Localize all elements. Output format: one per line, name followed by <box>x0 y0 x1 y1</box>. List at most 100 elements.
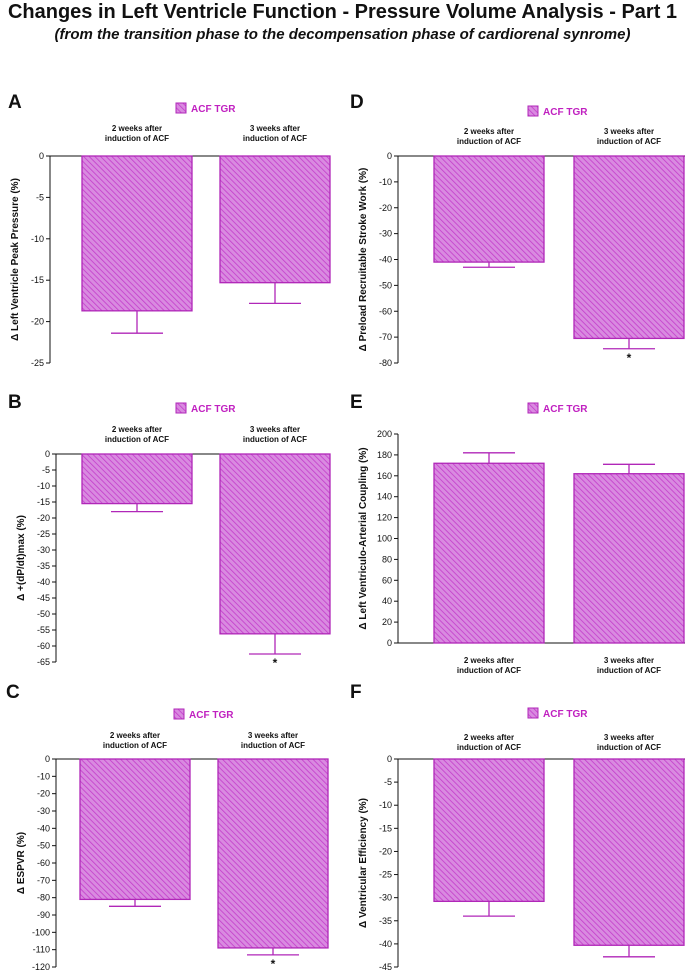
y-tick-label: -10 <box>379 177 392 187</box>
legend-swatch <box>175 102 187 114</box>
y-tick-label: 120 <box>377 513 392 523</box>
y-tick-label: 40 <box>382 596 392 606</box>
y-tick-label: 20 <box>382 617 392 627</box>
figure-subtitle: (from the transition phase to the decomp… <box>54 26 631 43</box>
bar[interactable] <box>433 462 545 644</box>
y-tick-label: -90 <box>37 910 50 920</box>
y-tick-label: -20 <box>379 846 392 856</box>
y-tick-label: -20 <box>31 317 44 327</box>
category-label: 3 weeks after induction of ACF <box>597 127 661 146</box>
y-tick-label: -30 <box>37 806 50 816</box>
chart-panel-f: F ACF TGR 0 -5 -10 -15 -20 -25 -30 -35 -40 -45 Δ Ven… <box>350 682 685 971</box>
category-label: 2 weeks after induction of ACF <box>103 731 167 750</box>
y-tick-label: -45 <box>37 593 50 603</box>
bar[interactable] <box>79 758 191 901</box>
significance-marker: * <box>273 656 278 670</box>
y-axis-label: Δ Preload Recruitable Stroke Work (%) <box>358 168 369 352</box>
y-tick-label: -25 <box>379 870 392 880</box>
y-axis-label: Δ Left Ventriculo-Arterial Coupling (%) <box>358 447 369 629</box>
category-label: 3 weeks after induction of ACF <box>597 733 661 752</box>
bar[interactable] <box>433 155 545 263</box>
legend: ACF TGR <box>175 102 236 115</box>
y-tick-label: -70 <box>379 332 392 342</box>
y-tick-label: -15 <box>37 497 50 507</box>
bar[interactable] <box>81 453 193 505</box>
y-tick-label: -60 <box>37 858 50 868</box>
panel-letter: A <box>8 92 22 113</box>
y-tick-label: -50 <box>37 841 50 851</box>
legend-label: ACF TGR <box>543 709 588 720</box>
y-tick-label: 0 <box>45 449 50 459</box>
category-label: 3 weeks after induction of ACF <box>243 124 307 143</box>
category-label: 2 weeks after induction of ACF <box>105 425 169 444</box>
y-axis-label: Δ Ventricular Efficiency (%) <box>358 798 369 928</box>
y-tick-label: 100 <box>377 534 392 544</box>
y-tick-label: 60 <box>382 575 392 585</box>
y-tick-label: -25 <box>31 358 44 368</box>
category-label: 2 weeks after induction of ACF <box>457 656 521 675</box>
legend-label: ACF TGR <box>189 710 234 721</box>
bar[interactable] <box>433 758 545 903</box>
y-tick-label: -60 <box>379 306 392 316</box>
y-tick-label: -35 <box>379 916 392 926</box>
legend-label: ACF TGR <box>543 404 588 415</box>
legend-label: ACF TGR <box>543 107 588 118</box>
y-tick-label: -5 <box>36 192 44 202</box>
category-label: 2 weeks after induction of ACF <box>457 733 521 752</box>
category-label: 3 weeks after induction of ACF <box>597 656 661 675</box>
y-tick-label: -80 <box>37 893 50 903</box>
panel-letter: C <box>6 682 20 703</box>
y-tick-label: -25 <box>37 529 50 539</box>
bar[interactable] <box>573 758 685 946</box>
y-tick-label: -35 <box>37 561 50 571</box>
panel-letter: F <box>350 682 362 703</box>
y-tick-label: 0 <box>387 754 392 764</box>
y-tick-label: -50 <box>379 280 392 290</box>
bar[interactable] <box>219 453 331 635</box>
y-tick-label: -15 <box>31 275 44 285</box>
legend-swatch <box>173 708 185 720</box>
y-tick-label: 0 <box>45 754 50 764</box>
y-tick-label: -10 <box>37 771 50 781</box>
bar[interactable] <box>219 155 331 284</box>
bar[interactable] <box>573 155 685 340</box>
category-label: 2 weeks after induction of ACF <box>105 124 169 143</box>
significance-marker: * <box>627 351 632 365</box>
bar[interactable] <box>217 758 329 949</box>
chart-panel-d: D ACF TGR 0 -10 -20 -30 -40 -50 -60 -70 -80 Δ Prelo… <box>350 92 685 368</box>
y-tick-label: -30 <box>379 893 392 903</box>
y-tick-label: -40 <box>37 823 50 833</box>
panel-letter: E <box>350 392 363 413</box>
legend: ACF TGR <box>173 708 234 721</box>
y-tick-label: -15 <box>379 823 392 833</box>
y-tick-label: -120 <box>32 962 50 971</box>
legend-swatch <box>527 402 539 414</box>
legend-swatch <box>175 402 187 414</box>
y-tick-label: 0 <box>387 638 392 648</box>
category-label: 3 weeks after induction of ACF <box>243 425 307 444</box>
chart-panel-b: B ACF TGR 0 -5 -10 -15 -20 -25 -30 -35 -40 -45 -50 -5… <box>8 392 331 670</box>
y-tick-label: -10 <box>31 234 44 244</box>
y-tick-label: -30 <box>37 545 50 555</box>
y-tick-label: -10 <box>379 800 392 810</box>
legend: ACF TGR <box>527 707 588 720</box>
bar[interactable] <box>81 155 193 312</box>
y-tick-label: -40 <box>379 939 392 949</box>
y-tick-label: -45 <box>379 962 392 971</box>
y-tick-label: -30 <box>379 229 392 239</box>
y-tick-label: -10 <box>37 481 50 491</box>
y-tick-label: 80 <box>382 554 392 564</box>
y-tick-label: 160 <box>377 471 392 481</box>
y-axis-label: Δ +(dP/dt)max (%) <box>16 515 27 601</box>
legend-label: ACF TGR <box>191 404 236 415</box>
chart-panel-e: E ACF TGR 0 20 40 60 80 100 120 140 160 180 200 Δ Lef… <box>350 392 685 675</box>
y-tick-label: -20 <box>379 203 392 213</box>
chart-panel-c: C ACF TGR 0 -10 -20 -30 -40 -50 -60 -70 -80 -90 -100… <box>6 682 329 971</box>
y-tick-label: 180 <box>377 450 392 460</box>
y-axis-label: Δ Left Ventricle Peak Pressure (%) <box>10 178 21 341</box>
chart-panel-a: A ACF TGR 0 -5 -10 -15 -20 -25 Δ Left Ventricle … <box>8 92 331 368</box>
figure-title: Changes in Left Ventricle Function - Pre… <box>7 1 678 23</box>
y-tick-label: -55 <box>37 625 50 635</box>
bar[interactable] <box>573 473 685 644</box>
